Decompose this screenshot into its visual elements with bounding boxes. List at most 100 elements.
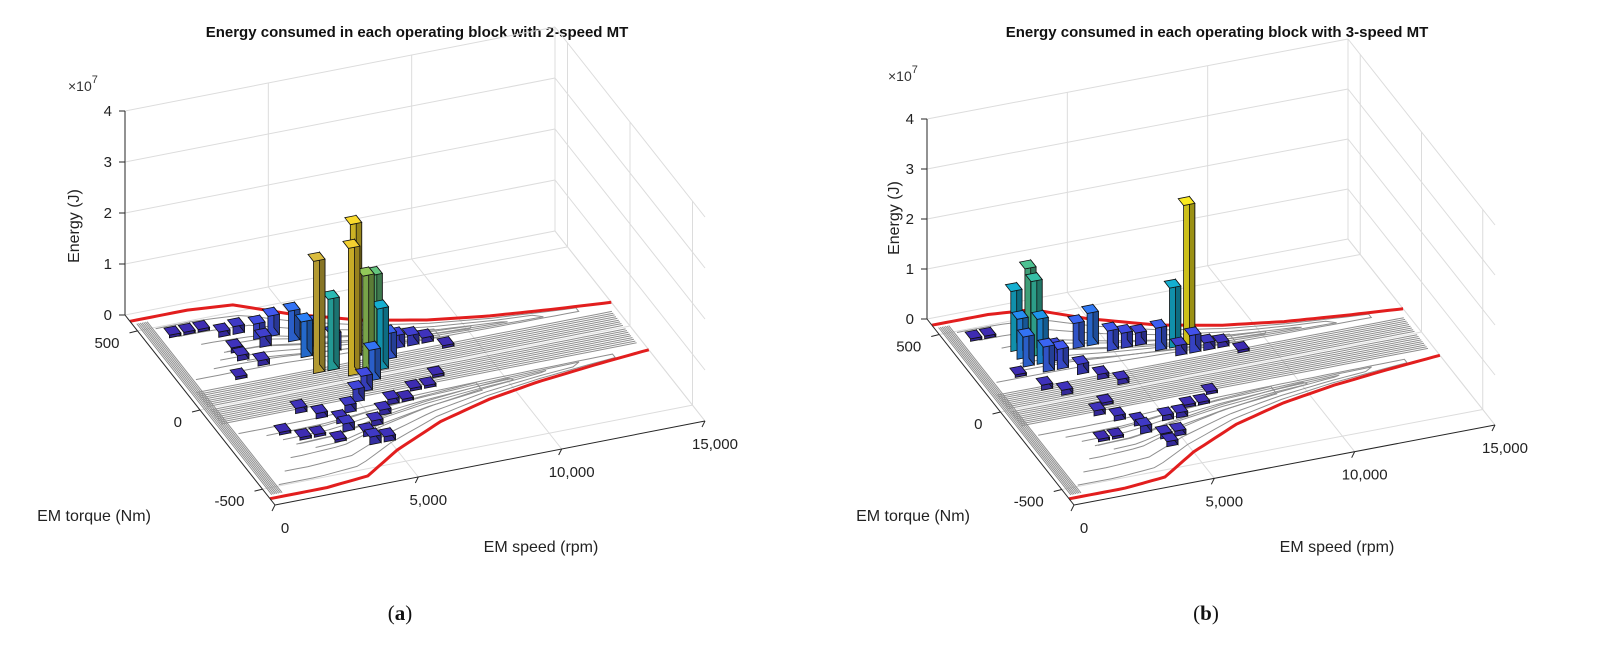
bar [403,378,423,392]
z-tick-label: 1 [104,256,112,273]
x-tick-label: 10,000 [549,464,595,481]
bar [342,238,361,377]
tick-labels-b: 0 5,000 10,000 15,000 -500 0 500 0 1 2 3 4 [896,111,1528,537]
bar [231,345,250,362]
bar [289,398,308,415]
bar [336,413,356,433]
z-exponent-power-a: 7 [92,74,98,86]
y-tick-label: 0 [974,416,982,433]
bar [1231,340,1250,354]
bars-a [163,214,455,446]
bar [370,298,390,371]
x-tick-label: 5,000 [410,492,448,509]
efficiency-contours-b [938,313,1429,496]
bar [1156,405,1175,422]
bar [964,328,983,342]
z-exponent-base-a: ×10 [68,78,92,94]
bar [229,366,248,381]
bar [377,426,397,443]
bar [1009,364,1028,378]
bar [1115,323,1134,349]
bar [338,395,357,414]
x-axis-label-b: EM speed (rpm) [1280,539,1395,556]
z-exponent-base-b: ×10 [888,68,912,84]
bar [1134,416,1153,435]
bar [163,324,182,339]
panel-letter-a: a [395,601,406,625]
bar [1169,335,1188,357]
bar [308,424,327,438]
y-tick-label: 0 [174,414,182,431]
x-tick-label: 0 [281,520,289,537]
y-axis-label-a: EM torque (Nm) [37,508,151,525]
bar [1035,375,1054,391]
bar [1087,400,1107,417]
z-exponent-power-b: 7 [912,64,918,76]
z-tick-label: 0 [104,307,112,324]
bar [328,429,348,443]
x-tick-label: 15,000 [1482,440,1528,457]
bar [1080,303,1100,347]
z-tick-label: 0 [906,311,914,328]
bar [363,426,382,446]
z-tick-label: 1 [906,261,914,278]
bar [426,364,445,379]
x-tick-label: 5,000 [1206,493,1244,510]
bar [1211,332,1230,349]
z-tick-label: 2 [906,211,914,228]
z-axis-label-a: Energy (J) [66,189,83,263]
bar [395,389,415,403]
bar [362,340,382,382]
grid-b [926,38,1496,506]
z-tick-label: 2 [104,205,112,222]
bar [1071,354,1090,376]
tick-labels-a: 0 5,000 10,000 15,000 -500 0 500 0 1 2 3 4 [94,103,737,537]
bar [1016,326,1036,368]
chart-title-b: Energy consumed in each operating block … [1006,24,1429,41]
bar [1055,380,1074,396]
bar [1092,429,1111,443]
bar [1192,392,1211,406]
x-axis-label-a: EM speed (rpm) [484,539,599,556]
bar [1168,421,1187,437]
bar [365,410,384,427]
bar [251,350,271,367]
panel-a: Energy consumed in each operating block … [37,24,628,625]
bar [273,422,292,436]
bar [415,327,435,344]
panel-caption-b: (b) [1193,601,1219,625]
chart-title-a: Energy consumed in each operating block … [206,24,629,41]
plot-area-b: 0 5,000 10,000 15,000 -500 0 500 0 1 2 3 4 [896,38,1528,537]
x-axis-line-a [274,420,706,506]
min-torque-curve-a [269,348,650,501]
bar [309,403,329,420]
bar [373,400,392,416]
y-tick-label: 500 [94,335,119,352]
z-exponent-a: ×107 [68,74,98,94]
bar [1111,369,1130,386]
z-axis-label-b: Energy (J) [886,181,903,255]
bar [978,326,997,340]
bar [418,375,437,389]
bars-b [964,195,1250,448]
y-axis-label-b: EM torque (Nm) [856,508,970,525]
bar [226,316,246,335]
bar [177,322,196,336]
panel-caption-a: (a) [388,601,413,625]
bar [1178,395,1197,409]
z-tick-label: 4 [906,111,914,128]
bar [1066,313,1086,350]
bar [381,389,400,406]
plot-area-a: 0 5,000 10,000 15,000 -500 0 500 0 1 2 3 4 [94,26,738,537]
min-torque-curve-b [1068,353,1441,501]
z-exponent-b: ×107 [888,64,918,84]
bar [212,321,231,338]
z-tick-label: 3 [104,154,112,171]
y-tick-label: -500 [214,493,244,510]
panel-b: Energy consumed in each operating block … [856,24,1428,625]
x-axis-line-b [1073,424,1496,506]
bar [1108,405,1127,422]
bar [294,311,314,359]
bar [253,326,273,348]
